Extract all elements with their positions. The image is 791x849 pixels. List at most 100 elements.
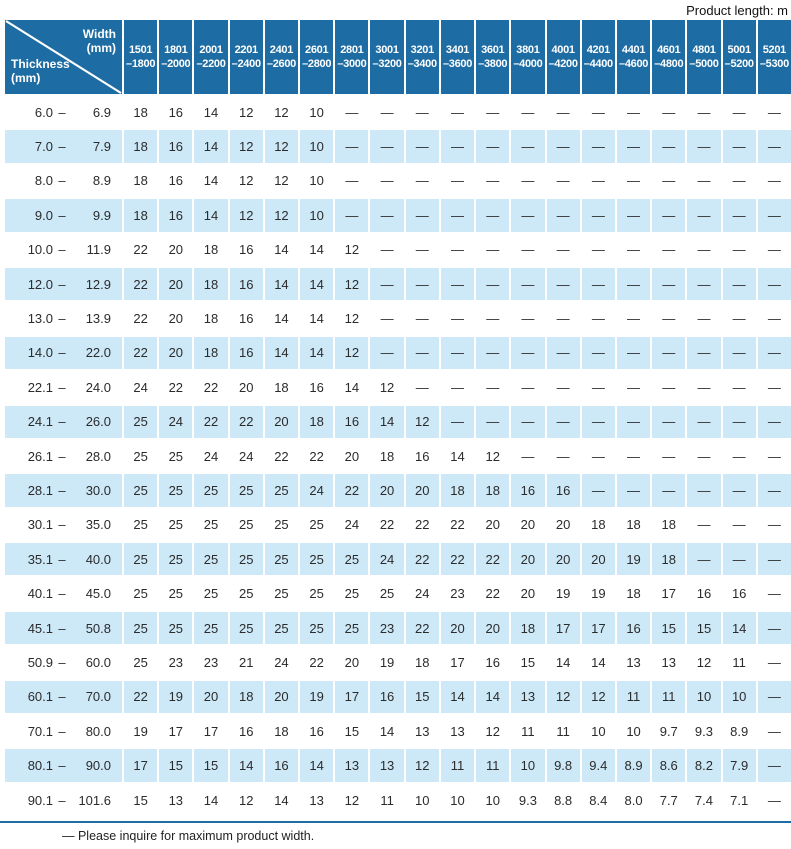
length-value-cell: — <box>476 96 510 129</box>
length-value-cell: — <box>757 783 791 817</box>
thickness-max: 6.9 <box>92 104 111 120</box>
length-value-cell: 25 <box>124 646 158 679</box>
length-value-cell: 8.2 <box>687 749 721 782</box>
length-value-cell: 22 <box>194 405 228 438</box>
width-header-from: 5201 <box>762 43 787 56</box>
thickness-min: 26.1 <box>27 448 53 464</box>
length-value-cell: 24 <box>194 439 228 473</box>
length-value-cell: 20 <box>335 646 369 679</box>
range-separator: – <box>58 723 66 739</box>
thickness-range-cell: 7.0– 7.9 <box>5 130 122 163</box>
length-value-cell: 18 <box>264 371 299 404</box>
length-value-cell: 25 <box>194 543 228 576</box>
length-value-cell: 14 <box>229 749 263 782</box>
thickness-range-cell: 70.1– 80.0 <box>5 715 122 748</box>
length-value-cell: 25 <box>264 508 299 542</box>
length-value-cell: 12 <box>264 130 299 163</box>
length-value-cell: 19 <box>159 680 193 714</box>
thickness-max: 13.9 <box>85 311 111 327</box>
length-value-cell: 20 <box>159 233 193 266</box>
length-value-cell: 17 <box>159 715 193 748</box>
length-value-cell: — <box>757 233 791 266</box>
length-value-cell: 20 <box>264 405 299 438</box>
length-value-cell: 15 <box>687 611 721 645</box>
length-value-cell: 15 <box>124 783 158 817</box>
length-value-cell: — <box>722 405 756 438</box>
thickness-range-cell: 9.0– 9.9 <box>5 199 122 232</box>
length-value-cell: 9.8 <box>546 749 580 782</box>
length-value-cell: — <box>616 439 651 473</box>
width-header-cell: 4401 –4600 <box>616 20 651 94</box>
thickness-max: 30.0 <box>85 482 111 498</box>
length-value-cell: — <box>476 336 510 370</box>
length-value-cell: 22 <box>124 267 158 301</box>
footnote: — Please inquire for maximum product wid… <box>0 821 791 843</box>
corner-thickness-label-line2: (mm) <box>11 71 41 86</box>
length-value-cell: 20 <box>511 577 545 610</box>
length-value-cell: 14 <box>476 680 510 714</box>
length-value-cell: 19 <box>370 646 404 679</box>
width-header-cell: 3601 –3800 <box>476 20 510 94</box>
range-separator: – <box>58 689 66 705</box>
width-header-cell: 1801 –2000 <box>159 20 193 94</box>
length-value-cell: 13 <box>370 749 404 782</box>
thickness-max: 80.0 <box>85 723 111 739</box>
length-value-cell: — <box>616 96 651 129</box>
range-separator: – <box>58 758 66 774</box>
range-separator: – <box>58 104 66 120</box>
length-value-cell: 18 <box>300 405 334 438</box>
length-value-cell: — <box>405 199 439 232</box>
length-value-cell: — <box>652 405 686 438</box>
width-header-from: 2401 <box>269 43 294 56</box>
length-value-cell: 18 <box>124 130 158 163</box>
length-value-cell: — <box>722 233 756 266</box>
thickness-min: 28.1 <box>27 482 53 498</box>
length-value-cell: 18 <box>124 96 158 129</box>
length-value-cell: — <box>652 164 686 198</box>
width-header-to: –5000 <box>689 58 719 70</box>
length-value-cell: — <box>476 199 510 232</box>
length-value-cell: 25 <box>229 508 263 542</box>
thickness-max: 12.9 <box>85 276 111 292</box>
width-header-from: 3401 <box>445 43 470 56</box>
length-value-cell: — <box>440 336 475 370</box>
length-value-cell: — <box>405 371 439 404</box>
length-value-cell: 10 <box>616 715 651 748</box>
length-value-cell: — <box>652 233 686 266</box>
length-value-cell: — <box>616 164 651 198</box>
length-value-cell: 18 <box>194 233 228 266</box>
length-value-cell: 11 <box>722 646 756 679</box>
length-value-cell: 15 <box>405 680 439 714</box>
length-value-cell: 12 <box>229 130 263 163</box>
length-value-cell: — <box>581 302 615 335</box>
length-value-cell: 25 <box>194 611 228 645</box>
length-value-cell: — <box>546 96 580 129</box>
table-header-row: Width (mm) Thickness (mm) 1501 –1800 1801–… <box>5 20 791 94</box>
width-header-from: 4401 <box>621 43 646 56</box>
length-value-cell: — <box>405 130 439 163</box>
length-value-cell: — <box>757 302 791 335</box>
length-value-cell: 24 <box>405 577 439 610</box>
length-value-cell: 22 <box>124 233 158 266</box>
length-value-cell: 22 <box>370 508 404 542</box>
width-header-to: –2200 <box>196 58 226 70</box>
length-value-cell: — <box>757 405 791 438</box>
width-header-from: 5001 <box>727 43 752 56</box>
thickness-min: 7.0 <box>34 139 53 155</box>
width-header-to: –2800 <box>302 58 332 70</box>
length-value-cell: 20 <box>159 267 193 301</box>
corner-width-label-line1: Width <box>82 27 116 41</box>
range-separator: – <box>58 207 66 223</box>
length-value-cell: 22 <box>229 405 263 438</box>
length-value-cell: 11 <box>546 715 580 748</box>
length-value-cell: — <box>757 130 791 163</box>
length-value-cell: 23 <box>370 611 404 645</box>
thickness-max: 40.0 <box>85 551 111 567</box>
thickness-range-cell: 6.0– 6.9 <box>5 96 122 129</box>
length-value-cell: 12 <box>546 680 580 714</box>
length-value-cell: — <box>546 439 580 473</box>
thickness-min: 22.1 <box>27 379 53 395</box>
length-value-cell: 14 <box>370 405 404 438</box>
length-value-cell: 18 <box>440 474 475 507</box>
length-value-cell: 16 <box>229 233 263 266</box>
